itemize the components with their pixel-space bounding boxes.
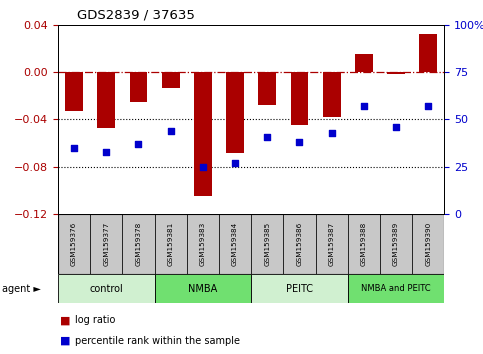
Point: [199, 164, 207, 170]
Bar: [380, 214, 412, 274]
Text: PEITC: PEITC: [286, 284, 313, 293]
Text: agent ►: agent ►: [2, 284, 41, 294]
Bar: [226, 72, 244, 153]
Bar: [194, 72, 212, 196]
Point: [425, 103, 432, 109]
Text: log ratio: log ratio: [75, 315, 115, 325]
Bar: [122, 214, 155, 274]
Bar: [90, 214, 122, 274]
Text: GSM159388: GSM159388: [361, 222, 367, 266]
Point: [392, 124, 400, 130]
Text: GSM159390: GSM159390: [425, 222, 431, 266]
Bar: [284, 214, 315, 274]
Text: GSM159378: GSM159378: [135, 222, 142, 266]
Bar: [387, 72, 405, 74]
Bar: [155, 214, 187, 274]
Bar: [348, 214, 380, 274]
Bar: [65, 72, 83, 111]
Point: [167, 128, 174, 134]
Point: [296, 139, 303, 145]
Text: GSM159384: GSM159384: [232, 222, 238, 266]
Point: [328, 130, 336, 136]
Text: GSM159376: GSM159376: [71, 222, 77, 266]
Point: [70, 145, 78, 151]
Point: [263, 134, 271, 139]
Text: GSM159389: GSM159389: [393, 222, 399, 266]
Bar: [129, 72, 147, 102]
Point: [135, 141, 142, 147]
Bar: [258, 72, 276, 105]
Text: GSM159381: GSM159381: [168, 222, 174, 266]
Bar: [348, 274, 444, 303]
Text: GSM159383: GSM159383: [200, 222, 206, 266]
Text: percentile rank within the sample: percentile rank within the sample: [75, 336, 240, 346]
Bar: [323, 72, 341, 117]
Bar: [291, 72, 308, 125]
Point: [102, 149, 110, 154]
Bar: [98, 72, 115, 128]
Text: ■: ■: [60, 336, 71, 346]
Bar: [315, 214, 348, 274]
Text: GSM159386: GSM159386: [297, 222, 302, 266]
Text: GDS2839 / 37635: GDS2839 / 37635: [77, 9, 195, 22]
Text: GSM159385: GSM159385: [264, 222, 270, 266]
Bar: [58, 214, 90, 274]
Bar: [58, 274, 155, 303]
Bar: [419, 34, 437, 72]
Text: GSM159377: GSM159377: [103, 222, 109, 266]
Bar: [251, 214, 284, 274]
Bar: [162, 72, 180, 87]
Bar: [412, 214, 444, 274]
Bar: [187, 214, 219, 274]
Point: [360, 103, 368, 109]
Text: control: control: [89, 284, 123, 293]
Bar: [251, 274, 348, 303]
Point: [231, 160, 239, 166]
Bar: [219, 214, 251, 274]
Text: ■: ■: [60, 315, 71, 325]
Bar: [155, 274, 251, 303]
Text: NMBA and PEITC: NMBA and PEITC: [361, 284, 431, 293]
Text: NMBA: NMBA: [188, 284, 217, 293]
Text: GSM159387: GSM159387: [328, 222, 335, 266]
Bar: [355, 55, 373, 72]
